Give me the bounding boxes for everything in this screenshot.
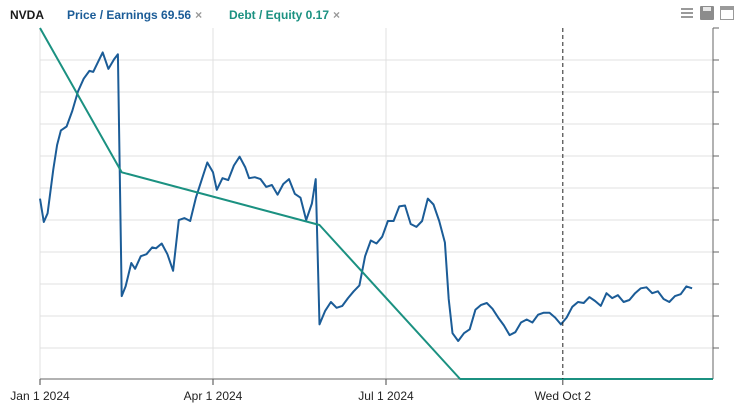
ticker-symbol: NVDA bbox=[10, 8, 45, 22]
x-tick-label: Jul 1 2024 bbox=[358, 389, 414, 403]
series-line-price-earnings bbox=[39, 51, 693, 342]
x-tick-label: Jan 1 2024 bbox=[10, 389, 70, 403]
save-icon[interactable] bbox=[700, 6, 714, 20]
chart-header: NVDA Price / Earnings 69.56 × Debt / Equi… bbox=[0, 0, 742, 30]
series-tab-price-earnings[interactable]: Price / Earnings 69.56 × bbox=[67, 8, 202, 22]
series-tab-debt-equity[interactable]: Debt / Equity 0.17 × bbox=[229, 8, 340, 22]
series-tab-label: Debt / Equity 0.17 bbox=[229, 8, 330, 22]
menu-icon[interactable] bbox=[680, 6, 694, 20]
close-icon[interactable]: × bbox=[333, 8, 341, 22]
series-line-debt-equity bbox=[39, 27, 713, 380]
series-tab-label: Price / Earnings 69.56 bbox=[67, 8, 192, 22]
chart-toolbar bbox=[680, 6, 734, 20]
close-icon[interactable]: × bbox=[195, 8, 203, 22]
x-tick-label: Wed Oct 2 bbox=[535, 389, 592, 403]
x-tick-label: Apr 1 2024 bbox=[184, 389, 243, 403]
window-icon[interactable] bbox=[720, 6, 734, 20]
